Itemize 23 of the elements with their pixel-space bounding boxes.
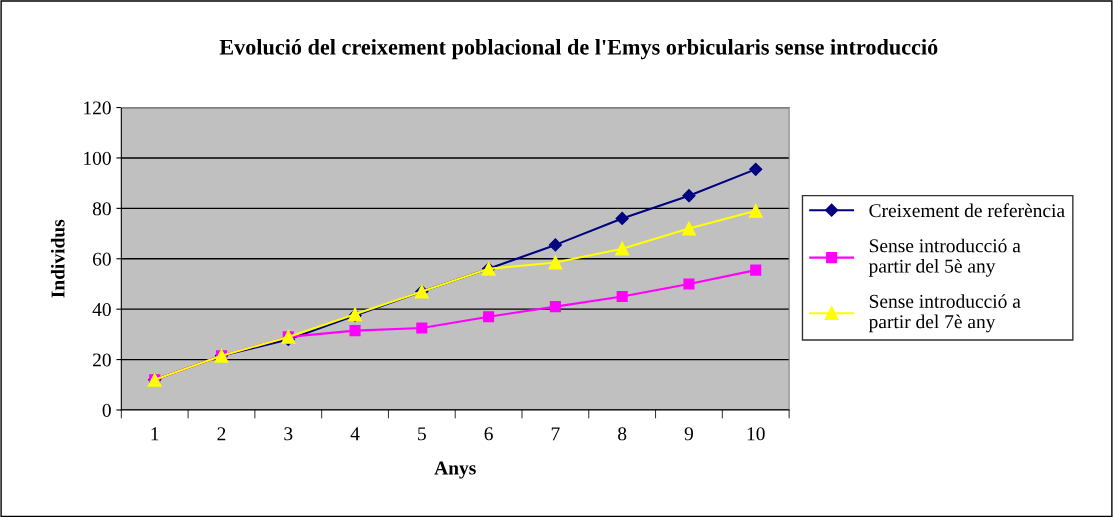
y-tick-label: 120 (84, 101, 111, 115)
chart-title: Evolució del creixement poblacional de l'Emys orbicularis sense introducció (219, 39, 938, 60)
x-tick-label: 8 (618, 427, 627, 441)
legend-label: Sense introducció a partir del 7è any (868, 294, 1021, 333)
y-tick-label: 80 (92, 202, 111, 216)
y-tick-label: 0 (102, 403, 111, 417)
x-tick-label: 2 (217, 427, 226, 441)
x-tick-label: 1 (151, 427, 159, 441)
x-tick-label: 6 (484, 427, 493, 441)
x-tick-label: 10 (747, 427, 765, 441)
legend-label: Sense introducció a partir del 5è any (868, 238, 1021, 277)
x-tick-label: 3 (284, 427, 293, 441)
y-tick-label: 40 (92, 302, 111, 317)
legend-label: Creixement de referència (869, 203, 1065, 218)
y-tick-label: 60 (92, 252, 111, 266)
x-axis-title: Anys (434, 461, 476, 479)
y-tick-label: 100 (84, 151, 111, 165)
y-axis-title: Individus (50, 219, 65, 298)
y-tick-label: 20 (93, 353, 111, 367)
x-tick-label: 5 (418, 427, 426, 441)
x-tick-label: 4 (350, 427, 360, 441)
x-tick-label: 7 (551, 427, 560, 441)
x-tick-label: 9 (684, 427, 694, 441)
